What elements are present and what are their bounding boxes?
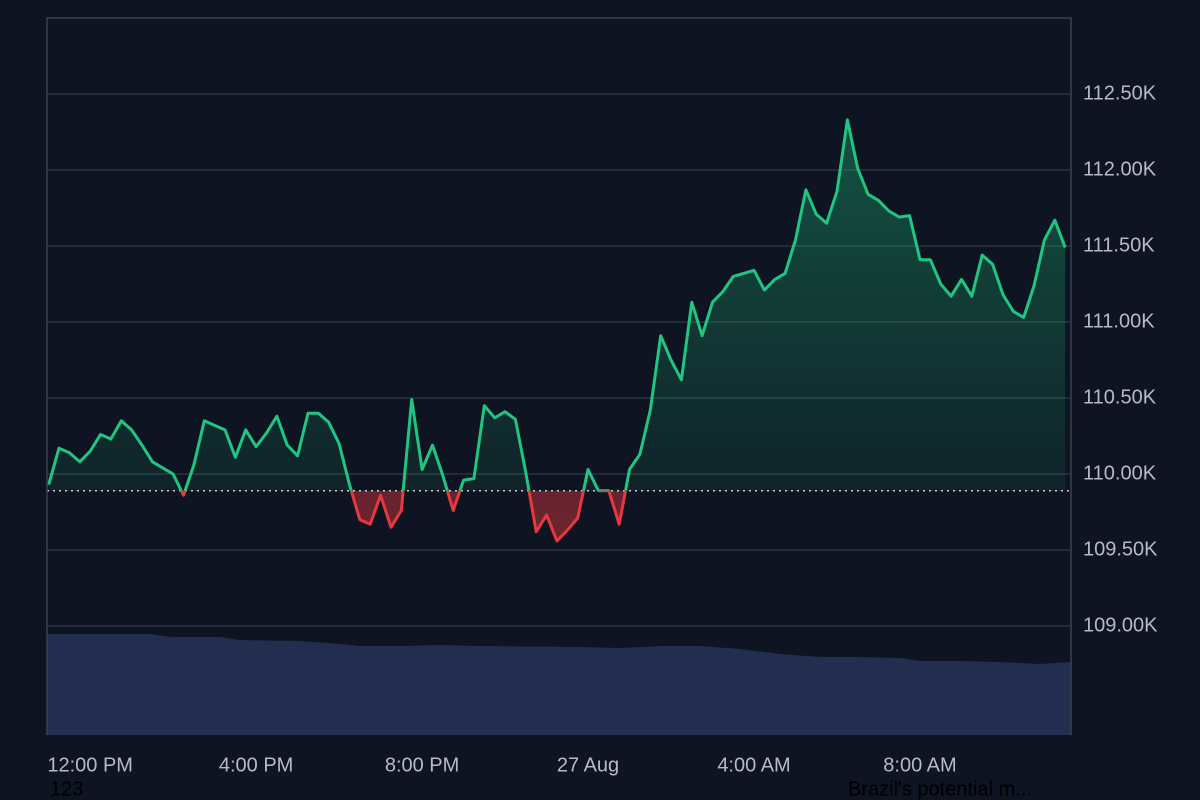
y-tick-label: 111.50K	[1083, 234, 1155, 256]
area-up	[48, 119, 1066, 491]
y-tick-label: 112.50K	[1083, 82, 1157, 104]
x-tick-label: 4:00 AM	[717, 754, 790, 776]
volume-area	[47, 634, 1071, 735]
y-tick-label: 109.50K	[1083, 538, 1158, 560]
footer-text: 123	[50, 778, 83, 800]
price-line-down	[179, 490, 628, 543]
y-tick-label: 110.50K	[1083, 386, 1157, 408]
y-tick-label: 112.00K	[1083, 158, 1157, 180]
x-tick-label: 8:00 AM	[883, 754, 956, 776]
plot-area	[47, 93, 1071, 627]
price-line-up	[47, 118, 1067, 491]
x-tick-label: 4:00 PM	[219, 754, 293, 776]
plot-frame	[46, 17, 1072, 735]
x-tick-label: 8:00 PM	[385, 754, 459, 776]
x-tick-label: 12:00 PM	[47, 754, 133, 776]
x-tick-label: 27 Aug	[557, 754, 619, 776]
area-down	[48, 490, 1066, 541]
y-tick-label: 109.00K	[1083, 614, 1158, 636]
y-tick-label: 110.00K	[1083, 462, 1157, 484]
y-tick-label: 111.00K	[1083, 310, 1155, 332]
footer-text: Brazil's potential m...	[848, 778, 1032, 800]
